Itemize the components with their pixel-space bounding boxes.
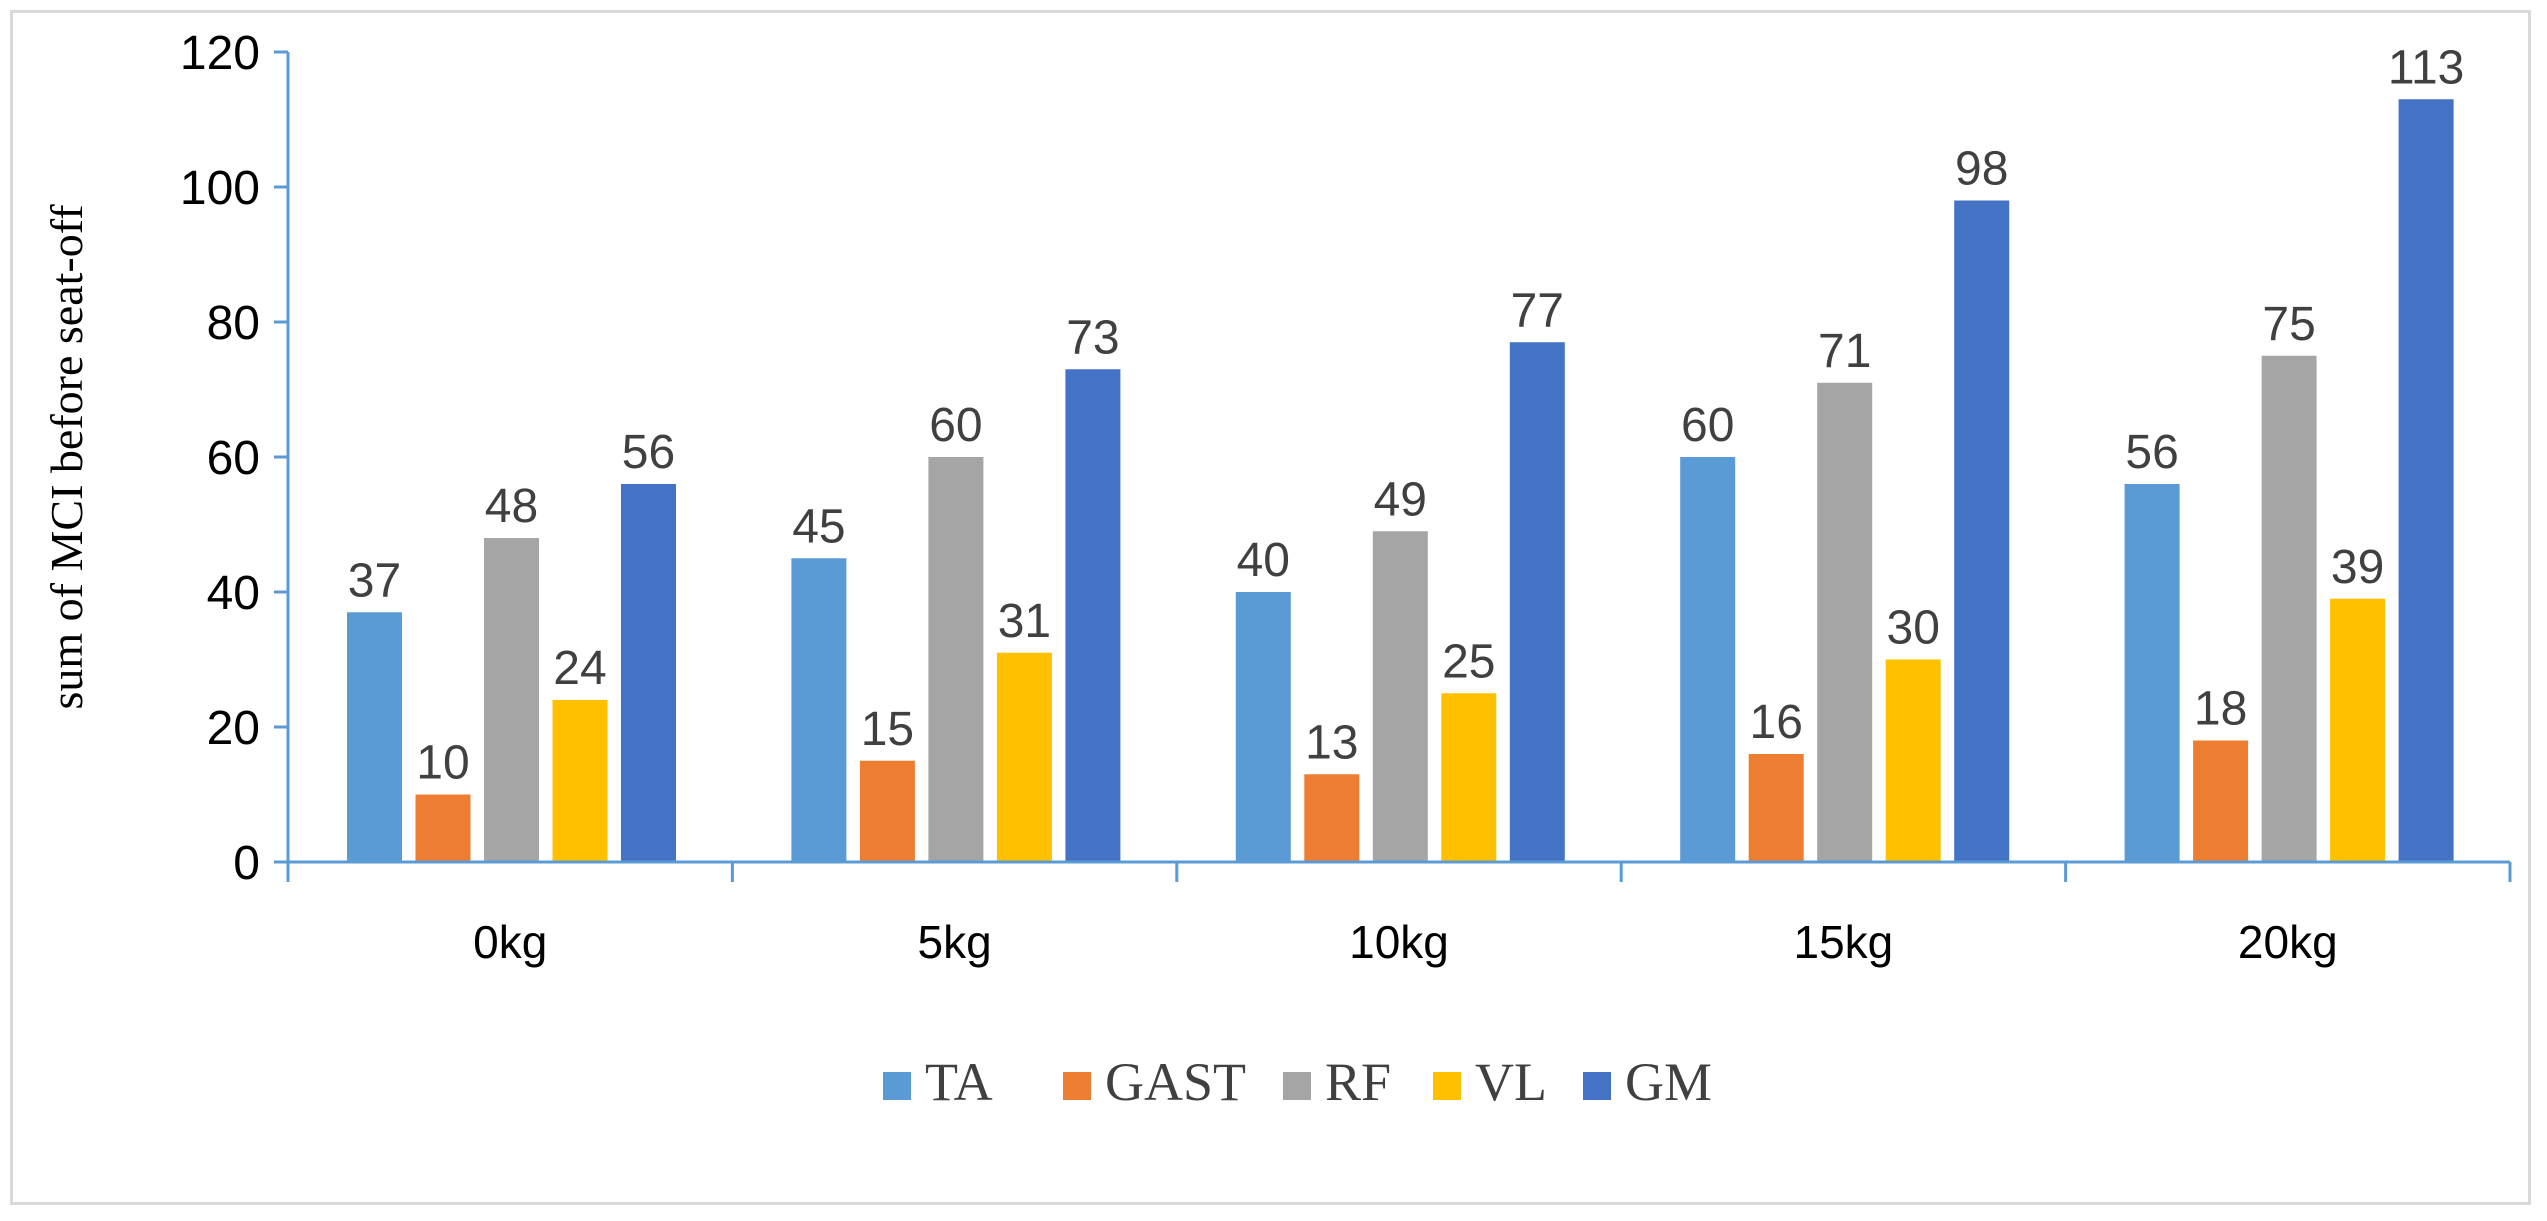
data-label: 56 [2125,426,2178,479]
legend: TA GAST RF VL GM [883,1052,1712,1112]
data-label: 77 [1511,284,1564,337]
bar-gm-5kg [1065,369,1121,862]
bar-ta-0kg [347,612,402,862]
legend-label-vl: VL [1475,1052,1547,1112]
x-category-label: 0kg [473,916,547,968]
bar-rf-0kg [484,538,539,862]
y-tick-label: 100 [180,162,260,215]
legend-label-gm: GM [1625,1052,1712,1112]
legend-swatch-gm [1583,1072,1611,1100]
y-tick-label: 0 [233,837,260,890]
data-label: 73 [1066,311,1119,364]
y-tick-label: 80 [207,297,260,350]
bar-gast-15kg [1748,754,1804,862]
x-category-label: 20kg [2238,916,2338,968]
bar-ta-20kg [2124,484,2180,862]
data-label: 25 [1442,635,1495,688]
bar-rf-20kg [2261,355,2317,862]
data-label: 98 [1955,143,2008,196]
legend-label-rf: RF [1325,1052,1391,1112]
bar-gast-5kg [859,760,915,862]
data-label: 40 [1237,534,1290,587]
data-label: 15 [861,703,914,756]
legend-swatch-gast [1063,1072,1091,1100]
data-labels: 37 10 48 24 56 45 15 60 31 73 40 13 49 25 77 60 16 71 30 98… [348,41,2465,789]
bar-vl-5kg [996,652,1052,862]
data-label: 18 [2194,683,2247,736]
bar-gast-20kg [2193,740,2249,862]
bar-vl-10kg [1441,693,1497,862]
bar-gm-10kg [1509,342,1565,862]
bar-rf-5kg [928,457,984,862]
x-axis-categories: 0kg 5kg 10kg 15kg 20kg [473,916,2338,968]
bar-gm-20kg [2398,99,2454,862]
y-tick-label: 40 [207,567,260,620]
y-axis-title: sum of MCI before seat-off [41,204,92,710]
axes [274,50,2512,882]
bar-gm-15kg [1954,200,2010,862]
legend-swatch-rf [1283,1072,1311,1100]
data-label: 45 [792,500,845,553]
data-label: 60 [929,399,982,452]
data-label: 39 [2331,541,2384,594]
x-category-label: 15kg [1794,916,1894,968]
y-tick-label: 60 [207,432,260,485]
bar-vl-0kg [552,700,608,862]
data-label: 10 [416,737,469,790]
data-label: 16 [1750,696,1803,749]
legend-swatch-vl [1433,1072,1461,1100]
data-label: 49 [1374,473,1427,526]
x-category-label: 5kg [918,916,992,968]
legend-label-gast: GAST [1105,1052,1246,1112]
data-label: 60 [1681,399,1734,452]
bar-ta-5kg [791,558,847,862]
bar-rf-15kg [1817,382,1873,862]
bar-ta-10kg [1235,592,1291,862]
y-tick-label: 120 [180,27,260,80]
bar-rf-10kg [1372,531,1428,862]
bar-gm-0kg [621,484,676,862]
bar-vl-15kg [1885,659,1941,862]
bar-gast-10kg [1304,774,1360,862]
bar-ta-15kg [1680,457,1736,862]
data-label: 24 [553,642,606,695]
bar-vl-20kg [2330,598,2386,862]
data-label: 31 [998,595,1051,648]
data-label: 13 [1305,716,1358,769]
data-label: 37 [348,554,401,607]
data-label: 56 [622,426,675,479]
legend-swatch-ta [883,1072,911,1100]
data-label: 30 [1887,602,1940,655]
x-category-label: 10kg [1349,916,1449,968]
bars [347,99,2454,862]
data-label: 71 [1818,325,1871,378]
y-axis-ticks: 0 20 40 60 80 100 120 [180,27,260,890]
y-tick-label: 20 [207,702,260,755]
data-label: 48 [485,480,538,533]
data-label: 113 [2388,41,2465,94]
legend-label-ta: TA [925,1052,993,1112]
bar-gast-0kg [415,794,471,862]
data-label: 75 [2262,298,2315,351]
